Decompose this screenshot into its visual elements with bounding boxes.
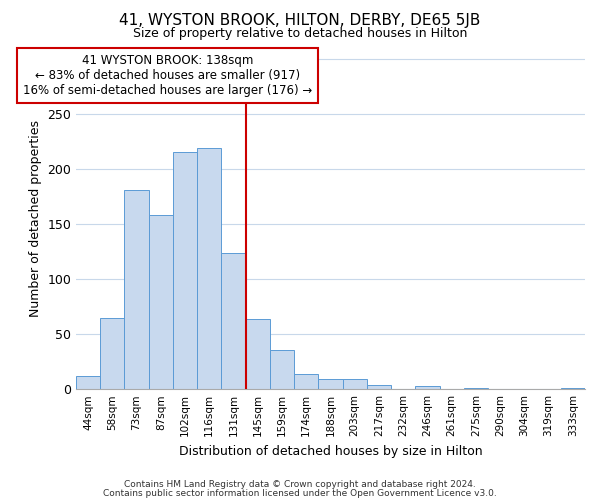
- Bar: [221, 252, 245, 389]
- Bar: [76, 376, 100, 389]
- Bar: [124, 190, 149, 389]
- Y-axis label: Number of detached properties: Number of detached properties: [29, 120, 41, 317]
- Bar: [319, 380, 343, 389]
- Bar: [270, 350, 294, 389]
- Text: 41 WYSTON BROOK: 138sqm
← 83% of detached houses are smaller (917)
16% of semi-d: 41 WYSTON BROOK: 138sqm ← 83% of detache…: [23, 54, 312, 98]
- Bar: [415, 386, 440, 389]
- Bar: [367, 385, 391, 389]
- X-axis label: Distribution of detached houses by size in Hilton: Distribution of detached houses by size …: [179, 444, 482, 458]
- Bar: [561, 388, 585, 389]
- Bar: [149, 215, 173, 389]
- Text: Size of property relative to detached houses in Hilton: Size of property relative to detached ho…: [133, 28, 467, 40]
- Bar: [294, 374, 319, 389]
- Text: Contains public sector information licensed under the Open Government Licence v3: Contains public sector information licen…: [103, 489, 497, 498]
- Bar: [173, 152, 197, 389]
- Bar: [464, 388, 488, 389]
- Text: Contains HM Land Registry data © Crown copyright and database right 2024.: Contains HM Land Registry data © Crown c…: [124, 480, 476, 489]
- Bar: [343, 380, 367, 389]
- Bar: [245, 318, 270, 389]
- Text: 41, WYSTON BROOK, HILTON, DERBY, DE65 5JB: 41, WYSTON BROOK, HILTON, DERBY, DE65 5J…: [119, 12, 481, 28]
- Bar: [197, 148, 221, 389]
- Bar: [100, 318, 124, 389]
